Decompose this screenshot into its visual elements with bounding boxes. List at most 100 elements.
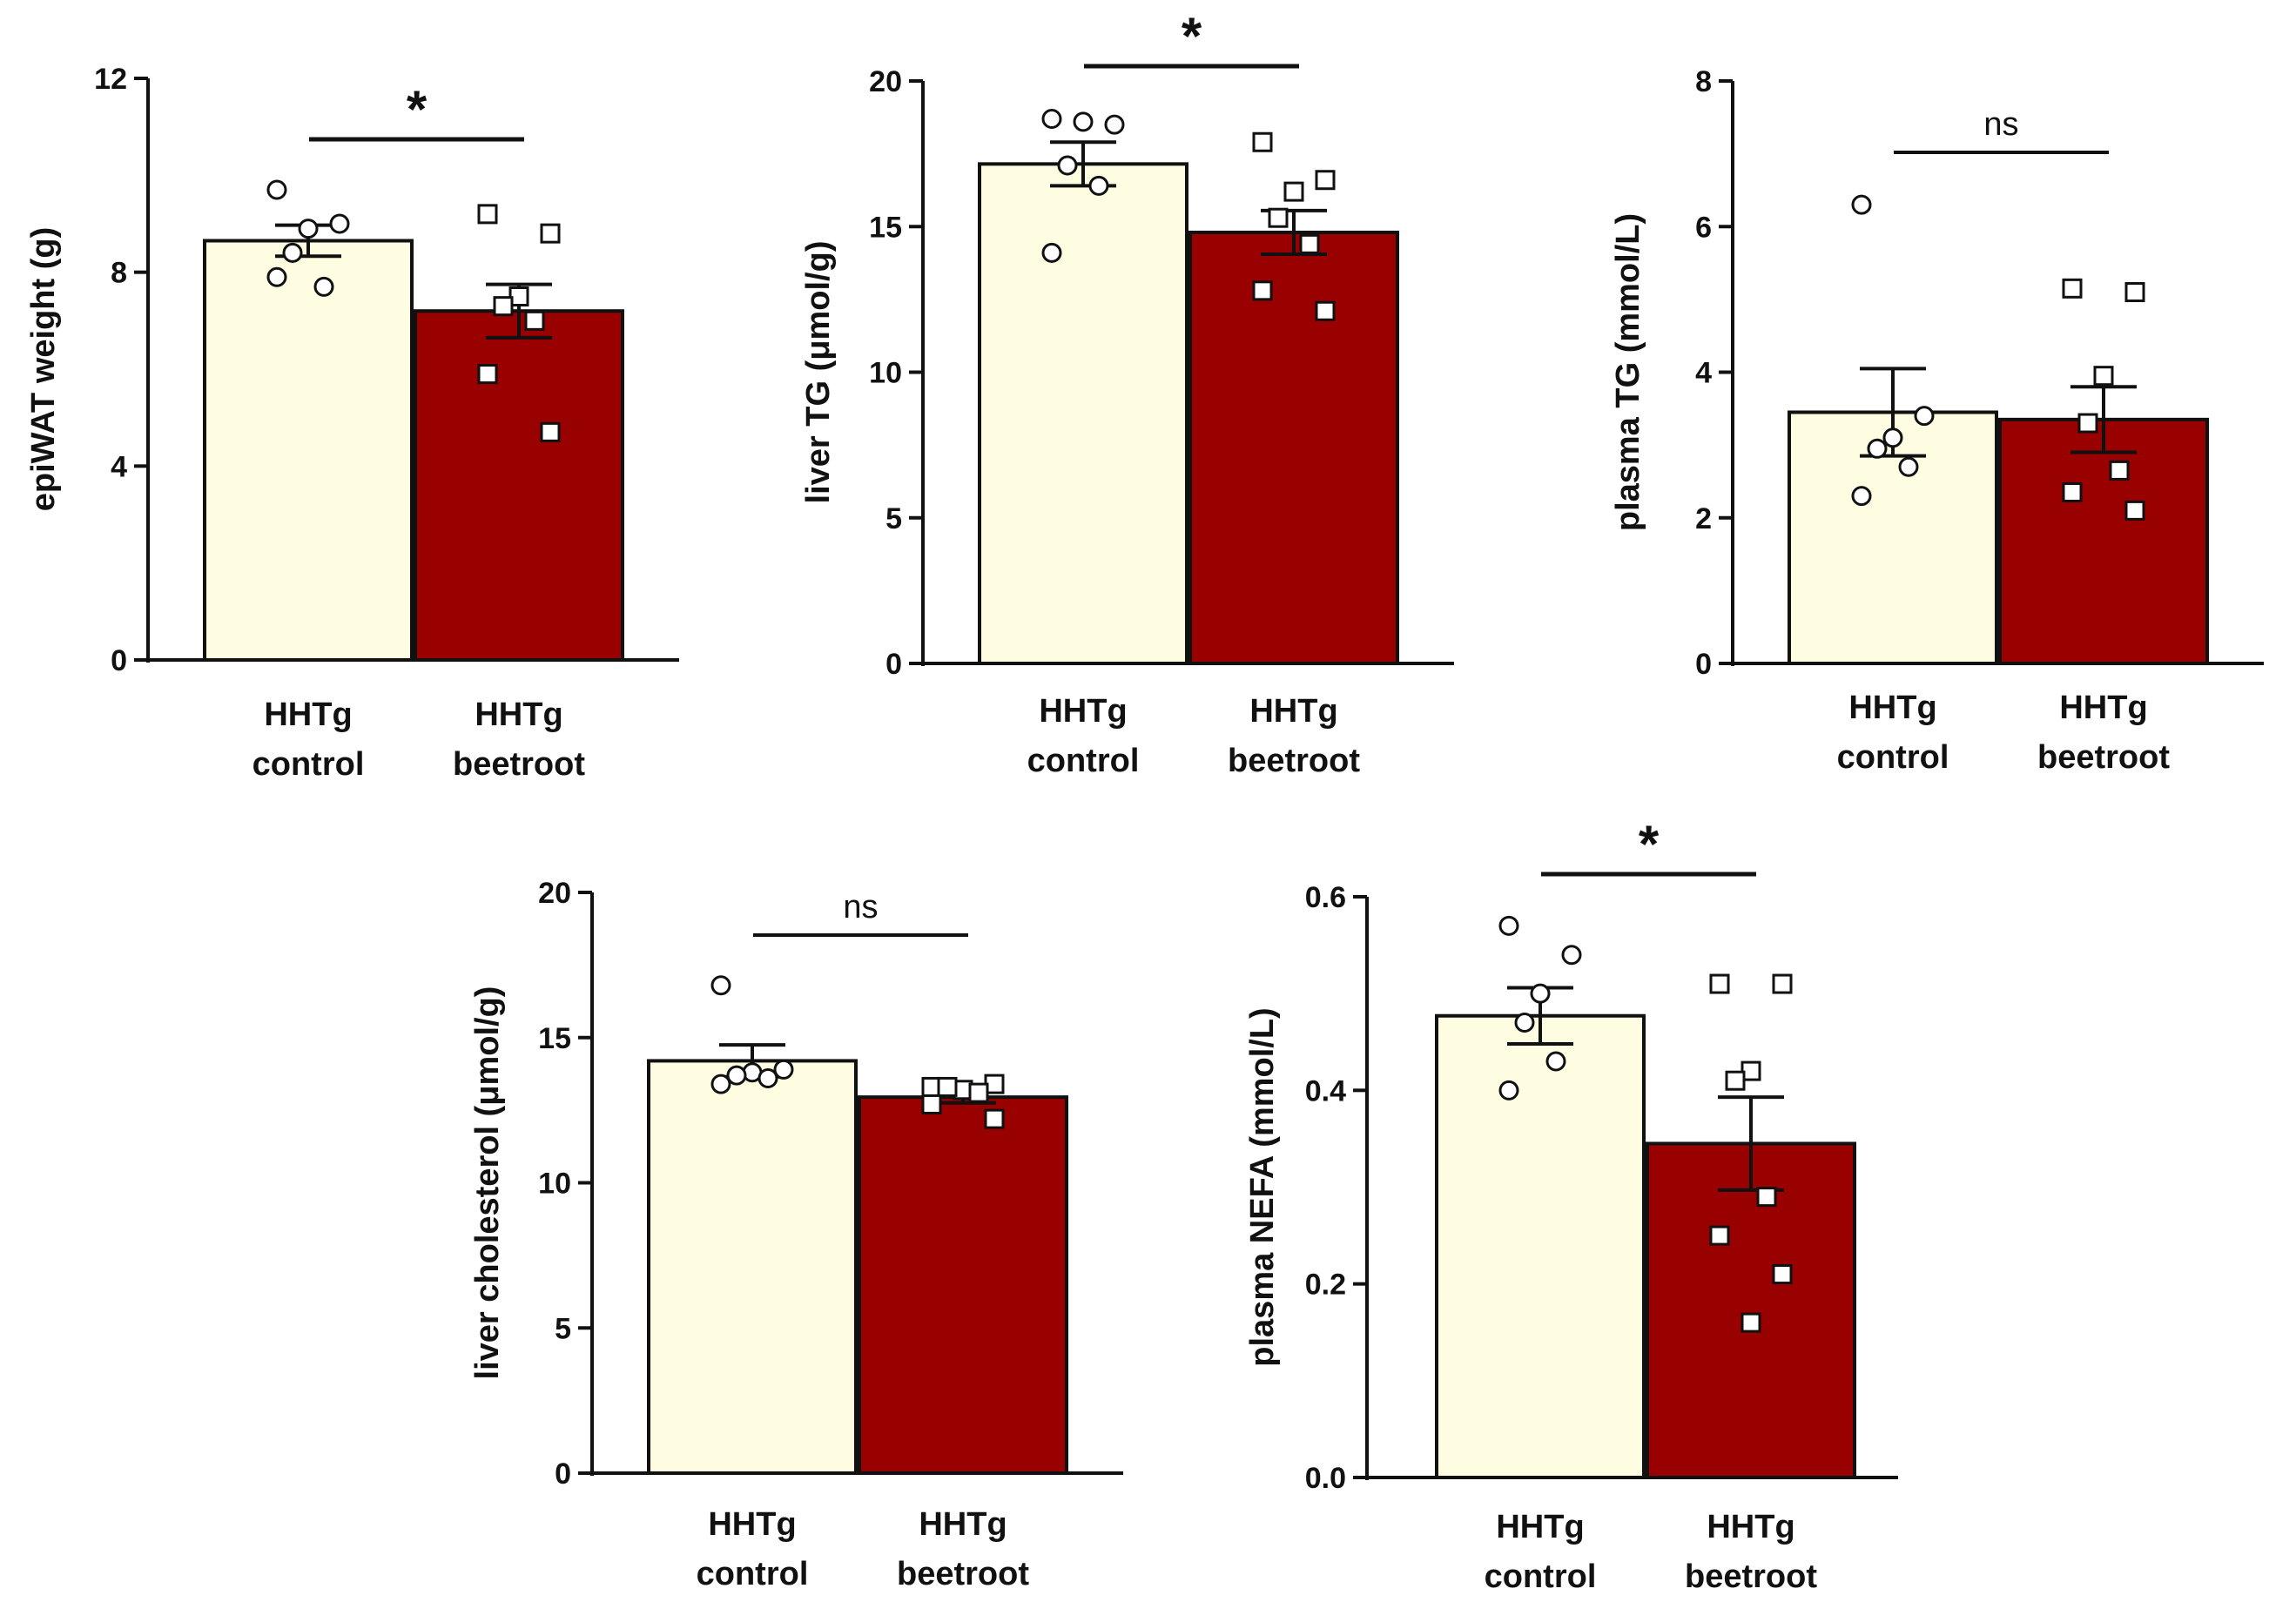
data-point-control [1498, 915, 1519, 936]
data-point-beetroot [477, 364, 498, 385]
chart-panel-liver-tg: 0 5 10 15 20 liver TG (μmol/g) HHTg control HHTg… [792, 0, 1489, 801]
bar-control [978, 162, 1188, 665]
data-point-control [298, 219, 319, 239]
y-tick-label: 0 [885, 648, 902, 681]
y-tick-label: 0.6 [1305, 881, 1346, 914]
bar-beetroot [858, 1095, 1068, 1475]
y-tick-label: 20 [869, 65, 902, 98]
data-point-control [1073, 111, 1094, 132]
data-point-control [266, 179, 287, 200]
x-category-label: HHTg [264, 697, 352, 733]
x-category-label: beetroot [453, 746, 585, 783]
significance-label: ns [843, 889, 878, 926]
x-category-label: beetroot [1228, 743, 1360, 779]
data-point-beetroot [1725, 1070, 1746, 1091]
y-tick-label: 0.2 [1305, 1269, 1346, 1302]
data-point-control [1041, 108, 1062, 129]
y-tick-label: 6 [1695, 211, 1712, 244]
x-category-label: control [1837, 739, 1949, 776]
data-point-control [710, 1074, 731, 1094]
data-point-control [1882, 427, 1903, 448]
x-category-label: HHTg [1848, 690, 1936, 726]
data-point-beetroot [524, 310, 545, 331]
data-point-control [1851, 194, 1872, 215]
data-point-control [1530, 983, 1551, 1004]
data-point-control [1851, 486, 1872, 507]
x-category-label: HHTg [1707, 1509, 1794, 1545]
y-axis-label: epiWAT weight (g) [25, 227, 62, 511]
y-axis-label: liver cholesterol (μmol/g) [469, 986, 506, 1380]
bar-beetroot [1188, 230, 1399, 665]
data-point-beetroot [1252, 280, 1273, 301]
data-point-control [313, 276, 334, 297]
chart-plasma-tg: 0 2 4 6 8 plasma TG (mmol/L) HHTg control HHTg be… [1610, 65, 2264, 776]
data-point-control [710, 975, 731, 996]
data-point-beetroot [1315, 300, 1336, 321]
significance-label: * [1182, 7, 1202, 65]
x-category-label: control [697, 1556, 809, 1592]
y-tick-label: 12 [94, 63, 127, 96]
bar-beetroot [1998, 417, 2209, 665]
data-point-control [329, 213, 350, 234]
y-tick-label: 10 [869, 357, 902, 390]
data-point-beetroot [1756, 1187, 1777, 1208]
y-tick-label: 10 [538, 1168, 571, 1201]
significance-label: ns [1983, 106, 2018, 143]
data-point-control [1498, 1080, 1519, 1101]
data-point-beetroot [2093, 366, 2114, 387]
data-point-beetroot [2062, 278, 2083, 299]
x-category-label: HHTg [475, 697, 562, 733]
data-point-beetroot [1299, 233, 1320, 254]
data-point-control [1545, 1051, 1566, 1072]
data-point-control [1104, 114, 1125, 135]
data-point-beetroot [1741, 1312, 1761, 1333]
y-tick-label: 0 [1695, 648, 1712, 681]
bar-beetroot [1646, 1141, 1856, 1479]
y-tick-label: 5 [555, 1312, 571, 1345]
y-tick-label: 8 [111, 257, 127, 290]
x-category-label: HHTg [2059, 690, 2147, 726]
data-point-control [1041, 242, 1062, 263]
chart-panel-plasma-nefa: 0.0 0.2 0.4 0.6 plasma NEFA (mmol/L) HHTg cont… [1236, 818, 1933, 1602]
data-point-beetroot [2077, 413, 2098, 434]
chart-epiwat: 0 4 8 12 epiWAT weight (g) HHTg control HHTg bee… [25, 63, 679, 783]
y-tick-label: 0.4 [1305, 1074, 1346, 1107]
x-category-label: HHTg [708, 1506, 796, 1543]
x-category-label: control [1485, 1558, 1597, 1595]
data-point-beetroot [921, 1094, 942, 1114]
data-point-beetroot [937, 1076, 958, 1097]
y-tick-label: 2 [1695, 502, 1712, 535]
data-point-control [1088, 175, 1109, 196]
data-point-beetroot [1252, 131, 1273, 152]
y-axis-label: plasma TG (mmol/L) [1610, 213, 1646, 531]
data-point-beetroot [2109, 460, 2130, 481]
bar-control [1435, 1013, 1646, 1480]
data-point-control [1561, 945, 1582, 966]
data-point-control [1867, 438, 1888, 459]
y-tick-label: 4 [111, 450, 127, 483]
y-tick-label: 8 [1695, 65, 1712, 98]
y-tick-label: 4 [1695, 357, 1712, 390]
y-tick-label: 0 [555, 1457, 571, 1491]
x-category-label: beetroot [2037, 739, 2170, 776]
significance-label: * [1639, 818, 1660, 873]
chart-liver-tg: 0 5 10 15 20 liver TG (μmol/g) HHTg control HHTg… [800, 7, 1454, 779]
data-point-control [1914, 406, 1935, 427]
bar-control [203, 239, 414, 662]
significance-label: * [407, 80, 428, 138]
data-point-beetroot [493, 296, 514, 317]
y-axis-label: liver TG (μmol/g) [800, 241, 837, 504]
x-category-label: control [1027, 743, 1140, 779]
data-point-beetroot [2124, 282, 2145, 303]
data-point-beetroot [1268, 207, 1289, 228]
x-category-label: beetroot [897, 1556, 1029, 1592]
y-tick-label: 20 [538, 877, 571, 910]
x-category-label: HHTg [919, 1506, 1007, 1543]
data-point-beetroot [2124, 500, 2145, 521]
y-tick-label: 0.0 [1305, 1462, 1346, 1495]
data-point-control [1898, 456, 1919, 477]
bar-beetroot [414, 309, 624, 662]
chart-liver-cholesterol: 0 5 10 15 20 liver cholesterol (μmol/g) HHTg co… [469, 877, 1123, 1592]
data-point-beetroot [540, 421, 561, 442]
y-tick-label: 0 [111, 644, 127, 677]
